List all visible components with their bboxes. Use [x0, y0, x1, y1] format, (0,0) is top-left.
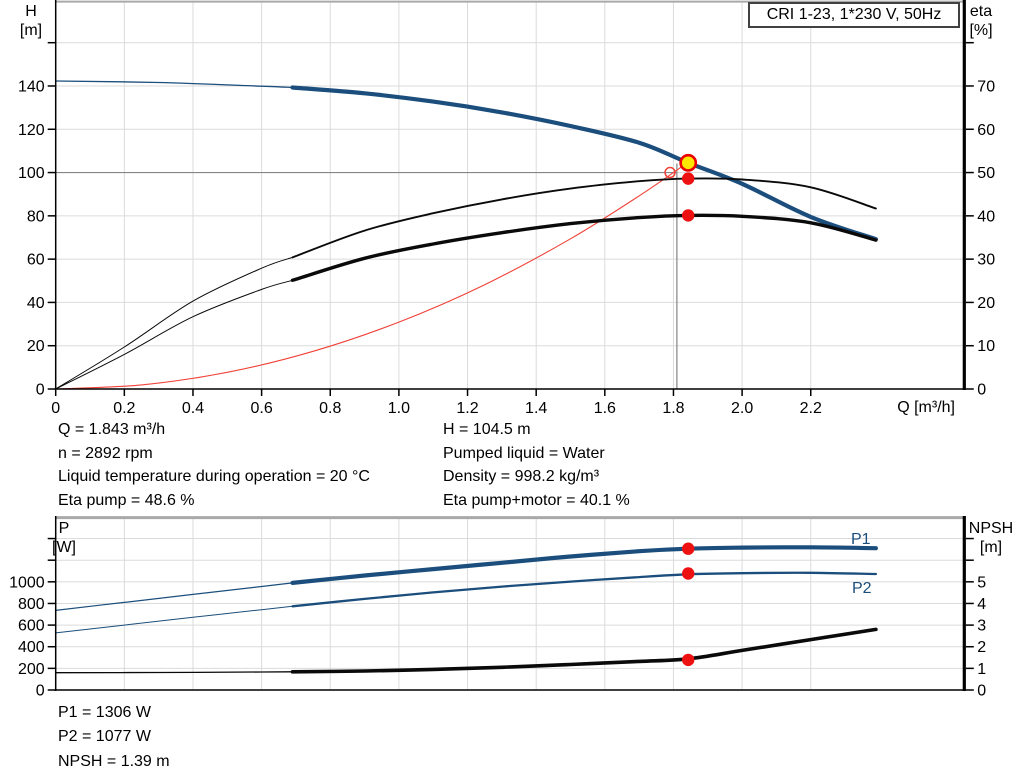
npsh-axis-label: NPSH [m]	[962, 519, 1020, 557]
qh-eta-chart-plot-area[interactable]	[55, 2, 964, 389]
power-info: P1 = 1306 W P2 = 1077 W NPSH = 1.39 m	[58, 704, 170, 777]
duty-info-left: Q = 1.843 m³/h n = 2892 rpm Liquid tempe…	[58, 421, 370, 516]
p1-curve	[290, 545, 878, 585]
x-tick-label: 1.8	[662, 400, 684, 417]
info-density: Density = 998.2 kg/m³	[443, 468, 600, 486]
power-npsh-chart-plot-area[interactable]	[55, 518, 964, 690]
y-left-tick-label: 0	[36, 382, 45, 399]
info-eta-pump-motor: Eta pump+motor = 40.1 %	[443, 492, 630, 510]
x-tick-label: 0.6	[250, 400, 272, 417]
y-left-tick-label: 120	[18, 122, 45, 139]
npsh-curve-thin	[55, 671, 294, 674]
eta-pump-motor-curve-thin	[55, 279, 293, 390]
y-left-tick-label: 100	[18, 165, 45, 182]
x-tick-label: 0.2	[113, 400, 135, 417]
y-right-tick-label: 5	[977, 574, 986, 591]
y-left-tick-label: 800	[18, 596, 45, 613]
y-left-tick-label: 1000	[9, 574, 45, 591]
y-right-tick-label: 30	[977, 252, 995, 269]
y-right-tick-label: 70	[977, 78, 995, 95]
info-p1: P1 = 1306 W	[58, 704, 151, 721]
y-left-tick-label: 80	[27, 208, 45, 225]
p2-curve-thin	[55, 605, 293, 634]
info-npsh: NPSH = 1.39 m	[58, 752, 170, 770]
head-curve	[290, 85, 878, 242]
y-left-tick-label: 60	[27, 252, 45, 269]
x-tick-label: 0.4	[182, 400, 204, 417]
eta-axis-unit: [%]	[969, 22, 993, 39]
result-point-marker	[682, 542, 695, 555]
npsh-axis-quantity: NPSH	[968, 520, 1014, 537]
curve-title: CRI 1-23, 1*230 V, 50Hz	[766, 6, 942, 23]
y-left-tick-label: 40	[27, 295, 45, 312]
curve-title-box: CRI 1-23, 1*230 V, 50Hz	[748, 2, 960, 28]
info-liquid-temperature: Liquid temperature during operation = 20…	[58, 468, 370, 486]
h-axis-quantity: H	[25, 3, 37, 20]
info-eta-pump: Eta pump = 48.6 %	[58, 492, 195, 510]
info-flow: Q = 1.843 m³/h	[58, 421, 166, 438]
y-left-tick-label: 400	[18, 639, 45, 656]
y-right-tick-label: 0	[977, 382, 986, 399]
info-p2: P2 = 1077 W	[58, 728, 151, 746]
x-tick-label: 1.6	[594, 400, 616, 417]
y-right-tick-label: 1	[977, 661, 986, 678]
result-point-marker	[682, 567, 695, 580]
eta-axis-quantity: eta	[969, 3, 993, 20]
x-tick-label: 1.0	[388, 400, 410, 417]
p1-curve-thin	[55, 582, 294, 611]
head-curve-thin	[55, 80, 294, 89]
y-right-tick-label: 0	[977, 683, 986, 700]
y-right-tick-label: 50	[977, 165, 995, 182]
y-right-tick-label: 60	[977, 122, 995, 139]
eta-pump-curve-thin	[55, 256, 293, 390]
duty-info-right: H = 104.5 m Pumped liquid = Water Densit…	[443, 421, 630, 516]
power-npsh-chart[interactable]: 0 200 400 600 800 1000 0 1 2 3 4 5	[9, 516, 986, 700]
eta-pump-motor-curve	[290, 213, 878, 282]
y-left-tick-label: 140	[18, 78, 45, 95]
y-right-tick-label: 4	[977, 596, 986, 613]
operating-point-marker[interactable]	[679, 153, 698, 172]
p2-curve-label: P2	[852, 580, 872, 597]
result-point-marker	[682, 172, 695, 185]
p1-curve-label: P1	[851, 531, 871, 548]
x-tick-label: 0	[51, 400, 60, 417]
result-point-marker	[682, 209, 695, 222]
reference-point-marker	[664, 166, 676, 179]
x-tick-label: 2.2	[800, 400, 822, 417]
system-curve	[55, 161, 689, 390]
x-tick-label: 1.2	[456, 400, 478, 417]
qh-eta-chart[interactable]: 0 20 40 60 80 100 120 140 0 10 20 30 40 50 60 70 0 0.2 0.4…	[18, 0, 995, 417]
y-left-tick-label: 600	[18, 618, 45, 635]
p-axis-label: P [W]	[46, 519, 82, 557]
y-left-tick-label: 0	[36, 683, 45, 700]
p2-curve	[291, 571, 878, 608]
x-tick-label: 0.8	[319, 400, 341, 417]
p-axis-quantity: P	[58, 520, 70, 537]
y-right-tick-label: 10	[977, 338, 995, 355]
x-tick-label: 2.0	[731, 400, 753, 417]
y-left-tick-label: 200	[18, 661, 45, 678]
x-tick-label: 1.4	[525, 400, 547, 417]
y-right-tick-label: 40	[977, 208, 995, 225]
info-speed: n = 2892 rpm	[58, 444, 153, 462]
npsh-axis-unit: [m]	[979, 539, 1003, 556]
info-head: H = 104.5 m	[443, 421, 531, 438]
result-point-marker	[682, 653, 695, 667]
y-right-tick-label: 2	[977, 639, 986, 656]
npsh-curve	[290, 627, 878, 674]
y-right-tick-label: 3	[977, 618, 986, 635]
h-axis-label: H [m]	[14, 2, 48, 40]
eta-pump-curve	[291, 177, 877, 259]
eta-axis-label: eta [%]	[960, 2, 1002, 40]
y-left-tick-label: 20	[27, 338, 45, 355]
p-axis-unit: [W]	[52, 539, 76, 556]
q-axis-label: Q [m³/h]	[897, 399, 955, 416]
info-pumped-liquid: Pumped liquid = Water	[443, 444, 605, 462]
y-right-tick-label: 20	[977, 295, 995, 312]
h-axis-unit: [m]	[19, 22, 43, 39]
